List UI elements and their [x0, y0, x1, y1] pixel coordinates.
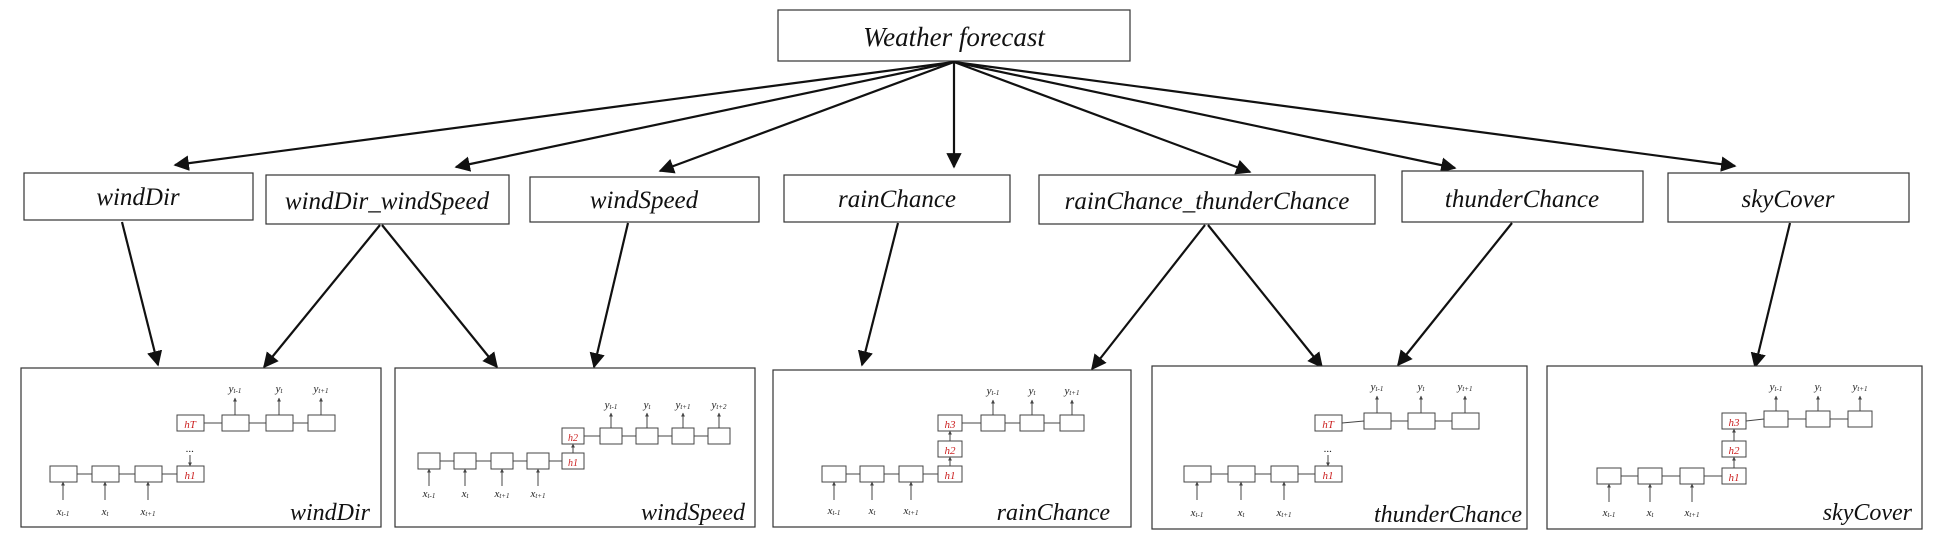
task-label: rainChance_thunderChance: [1065, 188, 1350, 215]
input-label: xt-1: [827, 505, 841, 517]
output-label: yt: [643, 399, 652, 411]
input-label: xt+1: [529, 488, 545, 500]
hidden-label: hT: [184, 419, 197, 431]
task-label: windDir: [96, 184, 180, 211]
model-panel-thunderChance: ... hT h1 xt-1 xt xt+1 yt-1 yt yt+1 thun…: [1151, 365, 1528, 530]
hidden-label: hT: [1322, 419, 1335, 431]
output-label: yt+1: [674, 399, 690, 411]
hidden-label: h1: [568, 458, 578, 469]
dots-label: ...: [1324, 443, 1332, 455]
model-label: windDir: [290, 500, 371, 526]
task-node-windDir-windSpeed: windDir_windSpeed: [265, 174, 510, 225]
model-panel-rainChance: h3 h2 h1 xt-1 xt xt+1 yt-1 yt yt+1 rainC…: [772, 369, 1132, 528]
task-node-rainChance-thunderChance: rainChance_thunderChance: [1038, 174, 1376, 225]
hidden-label: h2: [568, 433, 578, 444]
task-node-windDir: windDir: [23, 172, 254, 221]
model-panel-windSpeed: h2 h1 xt-1 xt xt+1 xt+1 yt-1 yt yt+1 yt+…: [394, 367, 756, 528]
model-panel-skyCover: h3 h2 h1 xt-1 xt xt+1 yt-1 yt yt+1 skyCo…: [1546, 365, 1923, 530]
model-label: windSpeed: [641, 500, 746, 526]
task-label: rainChance: [838, 186, 956, 213]
input-label: xt+1: [139, 506, 155, 518]
task-label: skyCover: [1741, 186, 1834, 213]
hidden-label: h1: [185, 470, 196, 482]
output-label: yt-1: [986, 385, 1000, 397]
input-label: xt-1: [1602, 507, 1616, 519]
output-label: yt+1: [1063, 385, 1079, 397]
input-label: xt-1: [422, 488, 436, 500]
task-label: windSpeed: [590, 187, 699, 214]
task-label: windDir_windSpeed: [285, 188, 490, 215]
root-arrows: [173, 60, 1737, 175]
dots-label: ...: [186, 443, 194, 455]
output-label: yt: [1814, 381, 1823, 393]
input-label: xt: [868, 505, 877, 517]
task-arrows: [120, 221, 1792, 371]
model-label: thunderChance: [1374, 502, 1522, 528]
hidden-label: h1: [945, 470, 956, 482]
output-label: yt: [275, 383, 284, 395]
input-label: xt: [461, 488, 470, 500]
input-label: xt+1: [1275, 507, 1291, 519]
model-panel-windDir: ... hT h1 xt-1 xt xt+1 yt-1 yt yt+1 wind…: [20, 367, 382, 528]
output-label: yt: [1417, 381, 1426, 393]
output-label: yt-1: [1769, 381, 1783, 393]
input-label: xt: [101, 506, 110, 518]
hidden-label: h1: [1729, 472, 1740, 484]
output-label: yt: [1028, 385, 1037, 397]
input-label: xt-1: [56, 506, 70, 518]
task-node-rainChance: rainChance: [783, 174, 1011, 223]
output-label: yt-1: [1370, 381, 1384, 393]
hidden-label: h3: [945, 419, 957, 431]
output-label: yt+1: [1851, 381, 1867, 393]
input-label: xt: [1237, 507, 1246, 519]
input-label: xt: [1646, 507, 1655, 519]
hidden-label: h2: [945, 445, 957, 457]
hidden-label: h3: [1729, 417, 1741, 429]
input-label: xt+1: [902, 505, 918, 517]
hidden-label: h2: [1729, 445, 1741, 457]
output-label: yt+2: [710, 399, 727, 411]
task-node-thunderChance: thunderChance: [1401, 170, 1644, 223]
output-label: yt-1: [604, 399, 618, 411]
task-node-skyCover: skyCover: [1667, 172, 1910, 223]
input-label: xt-1: [1190, 507, 1204, 519]
input-label: xt+1: [1683, 507, 1699, 519]
input-label: xt+1: [493, 488, 509, 500]
output-label: yt+1: [1456, 381, 1472, 393]
model-label: rainChance: [997, 500, 1111, 526]
root-label: Weather forecast: [863, 22, 1046, 52]
root-node: Weather forecast: [777, 9, 1131, 62]
output-label: yt+1: [312, 383, 328, 395]
output-label: yt-1: [228, 383, 242, 395]
hidden-label: h1: [1323, 470, 1334, 482]
task-node-windSpeed: windSpeed: [529, 176, 760, 223]
task-label: thunderChance: [1445, 186, 1599, 213]
model-label: skyCover: [1823, 500, 1913, 526]
